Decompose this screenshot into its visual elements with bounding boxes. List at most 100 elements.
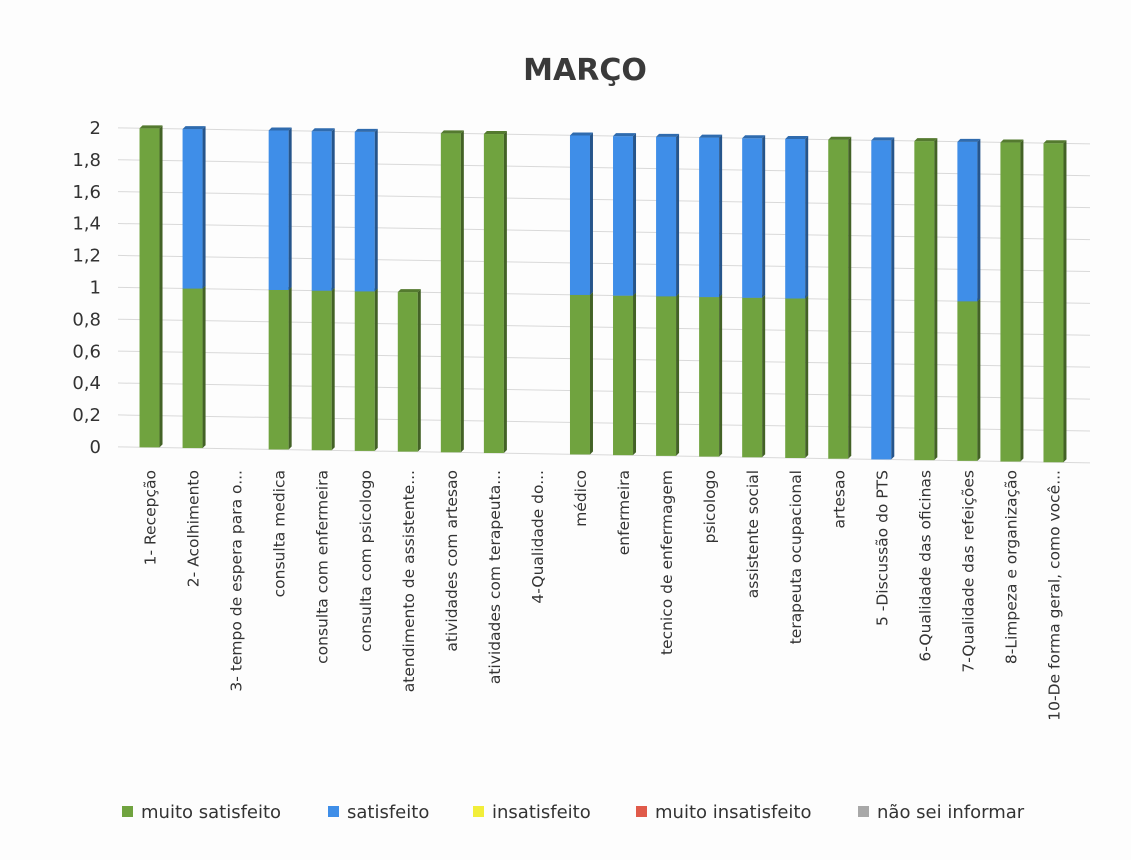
bar-top — [139, 125, 163, 129]
bar-side — [762, 135, 766, 298]
y-tick-label: 2 — [90, 118, 101, 139]
bar-top — [483, 131, 507, 135]
y-tick-label: 0,8 — [72, 309, 101, 330]
bar-side — [374, 128, 378, 292]
x-tick-label: psicologo — [701, 470, 719, 543]
bar-side — [417, 289, 421, 452]
bar-side — [676, 133, 680, 297]
bar-side — [159, 125, 163, 448]
bar-side — [589, 291, 593, 455]
bar-side — [762, 294, 766, 458]
bar-front — [613, 295, 634, 456]
bar-front — [354, 291, 375, 451]
bar-top — [440, 130, 464, 134]
bar-side — [805, 295, 809, 459]
bar-front — [440, 133, 461, 453]
bar-segment — [613, 292, 637, 456]
legend-swatch — [636, 806, 647, 817]
bar-front — [569, 294, 590, 455]
x-tick-label: 1- Recepção — [142, 470, 160, 565]
bar-segment — [957, 298, 981, 461]
bar-top — [569, 132, 593, 136]
bar-front — [785, 139, 806, 299]
bar-top — [656, 133, 680, 137]
legend-label: não sei informar — [877, 802, 1025, 823]
legend-swatch — [122, 806, 133, 817]
bar-side — [288, 286, 292, 450]
bar-segment — [354, 288, 378, 451]
bar-front — [656, 136, 677, 297]
bar-front — [354, 131, 375, 292]
bar-segment — [699, 134, 723, 298]
y-tick-label: 1,4 — [72, 214, 101, 235]
bar-side — [977, 138, 981, 302]
bar-side — [589, 132, 593, 295]
x-tick-label: 3- tempo de espera para o... — [228, 470, 246, 692]
bar-front — [182, 129, 203, 289]
bar-front — [483, 134, 504, 454]
bar-segment — [569, 291, 593, 455]
y-tick-label: 0,2 — [72, 405, 101, 426]
bar-top — [1000, 139, 1024, 143]
bar-top — [871, 137, 895, 141]
bar-front — [785, 298, 806, 459]
bar-side — [676, 293, 680, 456]
bar-side — [460, 130, 464, 453]
x-tick-label: enfermeira — [615, 470, 633, 555]
legend-label: insatisfeito — [492, 802, 591, 823]
bar-segment — [656, 293, 680, 456]
legend-label: muito satisfeito — [141, 802, 281, 823]
bar-side — [331, 128, 335, 291]
bar-front — [268, 289, 289, 450]
bar-segment — [1043, 140, 1067, 463]
bar-front — [699, 137, 720, 298]
bar-top — [742, 135, 766, 139]
bar-top — [785, 136, 809, 140]
y-tick-label: 0,4 — [72, 373, 101, 394]
bar-front — [957, 301, 978, 461]
bar-side — [1020, 139, 1024, 462]
bar-side — [331, 287, 335, 451]
bar-segment — [483, 131, 507, 454]
bar-side — [848, 136, 852, 459]
x-tick-label: consulta medica — [271, 470, 289, 597]
bar-side — [202, 126, 206, 289]
x-tick-label: 6-Qualidade das oficinas — [916, 470, 934, 662]
bar-side — [719, 294, 723, 457]
x-tick-label: 2- Acolhimento — [185, 470, 203, 587]
bar-front — [656, 296, 677, 456]
bar-top — [957, 138, 981, 142]
bar-side — [503, 131, 507, 454]
y-tick-label: 1 — [90, 278, 101, 299]
legend-swatch — [858, 806, 869, 817]
bar-top — [613, 133, 637, 137]
bar-segment — [871, 137, 895, 460]
x-tick-label: 4-Qualidade do... — [529, 470, 547, 604]
x-tick-label: assistente social — [744, 470, 762, 598]
legend-item: muito insatisfeito — [636, 802, 811, 823]
bar-segment — [311, 287, 335, 451]
bar-front — [914, 141, 935, 461]
legend-item: satisfeito — [328, 802, 429, 823]
bar-segment — [742, 294, 766, 458]
x-tick-label: terapeuta ocupacional — [787, 470, 805, 644]
bar-side — [719, 134, 723, 298]
bar-segment — [268, 286, 292, 450]
bar-top — [397, 289, 421, 293]
bar-side — [805, 136, 809, 299]
y-axis-ticks: 0 0,2 0,4 0,6 0,8 1 1,2 1,4 1,6 1,8 2 — [72, 118, 101, 458]
bar-front — [613, 136, 634, 296]
bar-side — [1063, 140, 1067, 463]
bar-side — [374, 288, 378, 451]
bar-segment — [828, 136, 852, 459]
bar-top — [182, 126, 206, 130]
y-tick-label: 1,2 — [72, 246, 101, 267]
x-tick-label: tecnico de enfermagem — [658, 470, 676, 655]
bar-segment — [182, 126, 206, 289]
bar-segment — [139, 125, 163, 448]
bar-segment — [440, 130, 464, 453]
legend-swatch — [473, 806, 484, 817]
bar-front — [742, 138, 763, 298]
bar-front — [311, 290, 332, 451]
